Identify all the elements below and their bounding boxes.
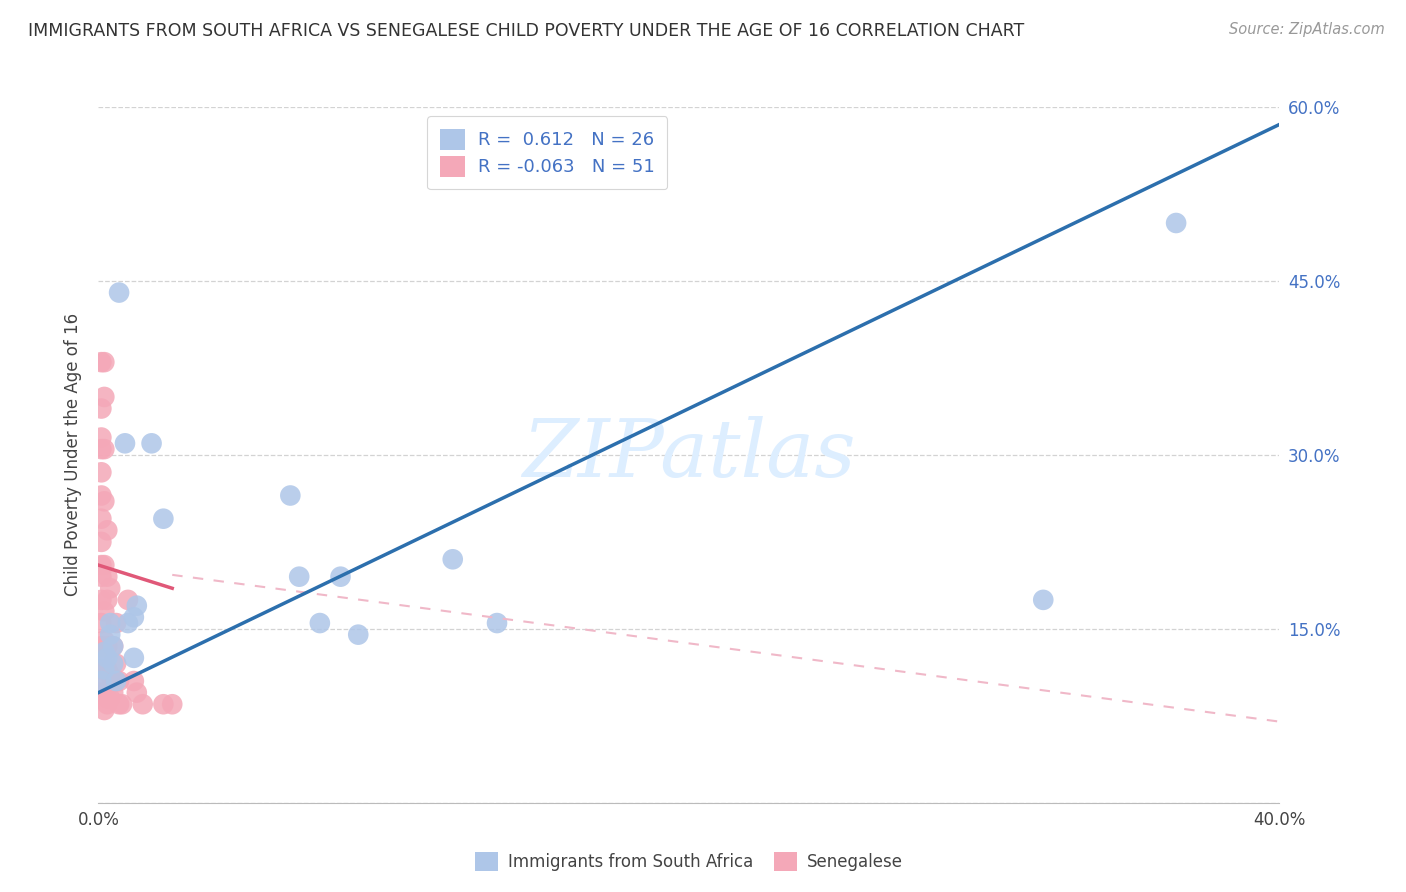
Point [96,662,118,676]
Point [90,401,112,416]
Point [122,651,145,665]
Point [329,569,352,583]
Point [105,674,128,689]
Point [93,605,115,619]
Point [122,610,145,624]
Point [141,436,163,450]
Point [117,592,139,607]
Point [98,582,121,596]
Point [90,685,112,699]
Point [125,685,148,699]
Point [93,703,115,717]
Point [90,592,112,607]
Point [90,558,112,573]
Point [90,489,112,503]
Point [122,674,145,689]
Y-axis label: Child Poverty Under the Age of 16: Child Poverty Under the Age of 16 [65,313,83,597]
Point [132,698,155,712]
Point [93,645,115,659]
Point [1164,216,1187,230]
Point [93,355,115,369]
Point [108,285,131,300]
Point [90,639,112,653]
Point [278,489,302,503]
Legend: Immigrants from South Africa, Senegalese: Immigrants from South Africa, Senegalese [468,846,910,878]
Text: IMMIGRANTS FROM SOUTH AFRICA VS SENEGALESE CHILD POVERTY UNDER THE AGE OF 16 COR: IMMIGRANTS FROM SOUTH AFRICA VS SENEGALE… [28,22,1025,40]
Point [93,662,115,676]
Point [98,628,121,642]
Point [93,558,115,573]
Point [103,685,125,699]
Point [347,628,370,642]
Point [103,639,125,653]
Point [90,430,112,444]
Point [96,639,118,653]
Point [90,674,112,689]
Point [114,436,136,450]
Point [90,569,112,583]
Point [93,668,115,682]
Point [162,698,183,712]
Point [96,569,118,583]
Point [96,691,118,706]
Point [105,674,128,689]
Point [103,674,125,689]
Point [90,662,112,676]
Point [90,466,112,480]
Point [93,494,115,508]
Point [98,615,121,630]
Point [103,657,125,671]
Text: Source: ZipAtlas.com: Source: ZipAtlas.com [1229,22,1385,37]
Point [90,355,112,369]
Point [486,615,509,630]
Point [1032,592,1054,607]
Point [288,569,311,583]
Point [152,511,174,525]
Point [105,615,128,630]
Point [90,534,112,549]
Point [441,552,464,566]
Point [111,698,134,712]
Point [93,442,115,456]
Point [90,442,112,456]
Point [98,691,121,706]
Point [96,651,118,665]
Point [152,698,174,712]
Point [93,685,115,699]
Point [108,698,131,712]
Point [96,592,118,607]
Point [108,674,131,689]
Point [98,668,121,682]
Point [93,633,115,648]
Point [309,615,332,630]
Point [90,615,112,630]
Point [105,657,128,671]
Point [125,599,148,613]
Point [96,698,118,712]
Point [90,511,112,525]
Point [93,651,115,665]
Point [117,615,139,630]
Point [93,390,115,404]
Point [96,523,118,537]
Text: ZIPatlas: ZIPatlas [522,417,856,493]
Point [103,639,125,653]
